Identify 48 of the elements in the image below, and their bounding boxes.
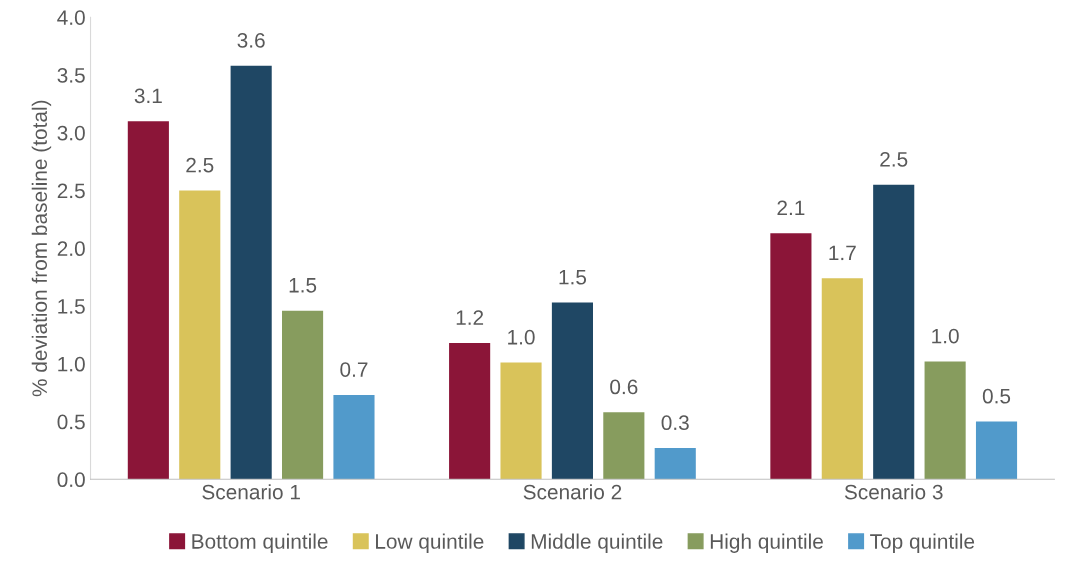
y-tick-label: 1.5 (58, 299, 85, 314)
data-label: 0.7 (340, 362, 368, 377)
legend-label: Low quintile (376, 533, 484, 553)
y-tick-label: 4.0 (57, 10, 85, 25)
x-tick-label: Scenario 2 (523, 484, 622, 500)
y-tick-label: 2.5 (57, 183, 85, 199)
x-tick-label: Scenario 1 (202, 484, 300, 500)
data-label: 0.5 (982, 388, 1011, 404)
bar (449, 342, 491, 480)
data-label: 1.0 (932, 328, 959, 344)
y-tick-label: 0.5 (57, 414, 85, 430)
y-tick-label: 3.5 (57, 67, 85, 83)
bar (500, 362, 542, 480)
data-label: 2.5 (186, 157, 214, 173)
y-tick-label: 0.0 (57, 472, 85, 488)
bar (603, 412, 645, 480)
data-label: 2.5 (880, 151, 908, 167)
data-label: 1.5 (559, 270, 587, 285)
y-axis-title: % deviation from baseline (total) (31, 100, 52, 397)
bar (770, 233, 812, 480)
bar (230, 65, 272, 480)
bar (924, 361, 966, 480)
bar (282, 310, 324, 480)
legend-label: Middle quintile (531, 533, 663, 553)
y-tick-label: 2.0 (57, 241, 85, 257)
y-tick-label: 1.0 (58, 356, 85, 372)
bar (179, 190, 221, 480)
legend-label: Top quintile (870, 533, 975, 553)
data-label: 0.3 (661, 415, 689, 431)
x-tick-label: Scenario 3 (844, 484, 943, 500)
data-label: 0.6 (610, 379, 638, 395)
data-label: 1.7 (829, 245, 856, 261)
bar (821, 278, 863, 480)
bar (127, 121, 169, 480)
data-label: 3.6 (237, 32, 265, 48)
legend-label: High quintile (710, 533, 823, 553)
bar (975, 421, 1018, 480)
bar (873, 184, 915, 480)
data-label: 1.0 (508, 329, 535, 345)
data-label: 2.1 (777, 200, 805, 216)
legend-label: Bottom quintile (192, 533, 328, 553)
data-label: 3.1 (134, 88, 162, 104)
data-label: 1.5 (289, 278, 317, 293)
bar (333, 394, 375, 480)
y-tick-label: 3.0 (57, 125, 85, 141)
bar (551, 302, 593, 480)
bar (654, 448, 696, 480)
data-label: 1.2 (456, 310, 484, 325)
